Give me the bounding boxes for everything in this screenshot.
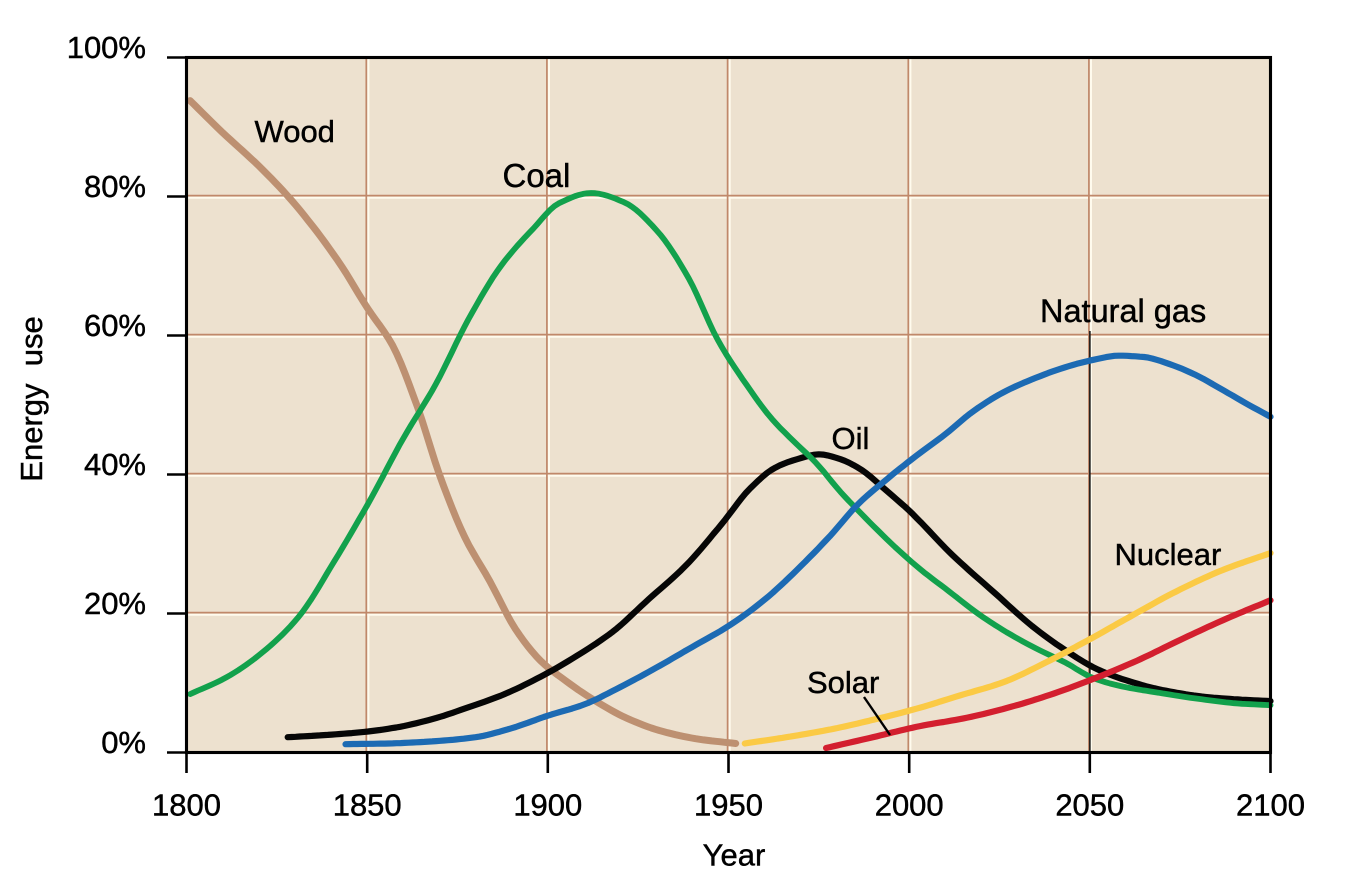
svg-text:1900: 1900 — [513, 788, 582, 823]
svg-text:1850: 1850 — [333, 788, 402, 823]
svg-text:Energy use: Energy use — [14, 316, 49, 481]
svg-text:0%: 0% — [101, 725, 146, 760]
svg-text:20%: 20% — [84, 586, 146, 621]
svg-text:100%: 100% — [67, 30, 146, 65]
svg-text:1950: 1950 — [694, 788, 763, 823]
svg-text:Year: Year — [703, 838, 766, 873]
svg-text:80%: 80% — [84, 169, 146, 204]
svg-text:1800: 1800 — [152, 788, 221, 823]
svg-text:60%: 60% — [84, 308, 146, 343]
svg-text:2050: 2050 — [1055, 788, 1124, 823]
svg-text:Solar: Solar — [807, 665, 879, 700]
svg-text:Coal: Coal — [503, 157, 571, 194]
svg-text:2000: 2000 — [875, 788, 944, 823]
svg-text:Natural gas: Natural gas — [1040, 293, 1206, 329]
svg-text:Nuclear: Nuclear — [1115, 537, 1222, 572]
svg-text:Wood: Wood — [255, 114, 335, 149]
svg-text:40%: 40% — [84, 447, 146, 482]
svg-text:2100: 2100 — [1236, 788, 1305, 823]
svg-text:Oil: Oil — [832, 421, 870, 456]
